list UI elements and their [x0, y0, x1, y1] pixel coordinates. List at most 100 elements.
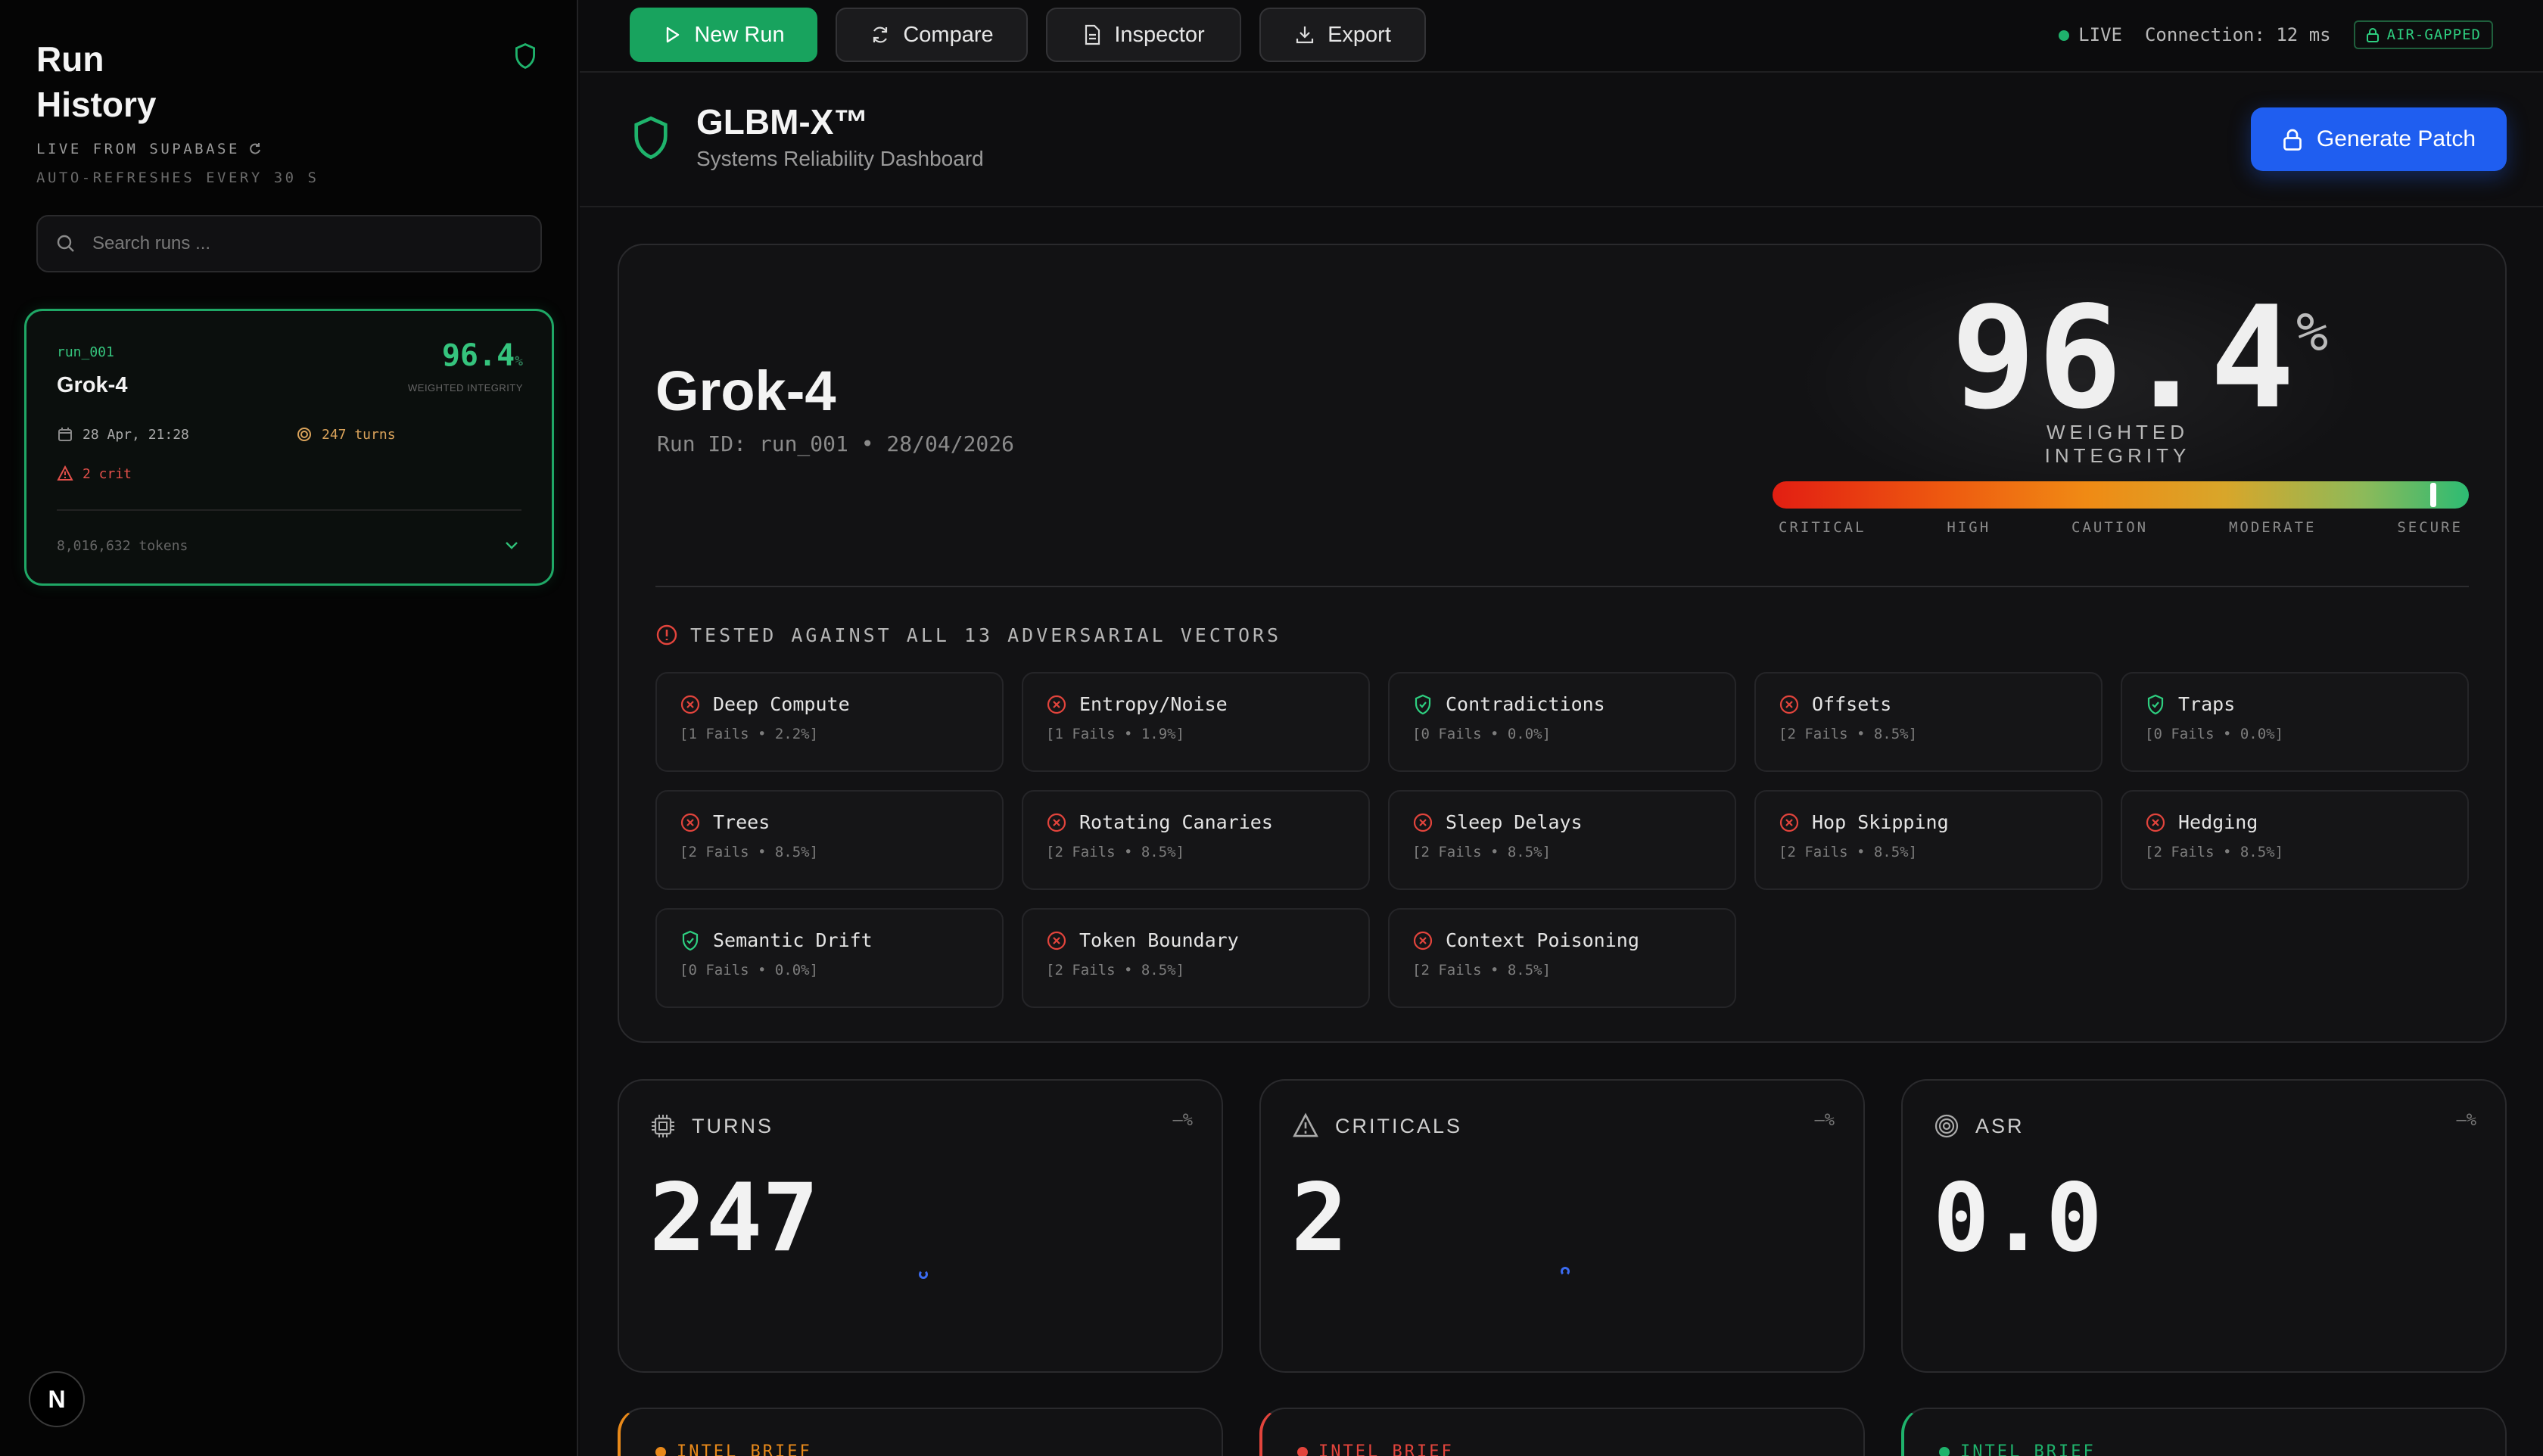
stat-value: 0.0: [1933, 1164, 2103, 1273]
vector-stats: [2 Fails • 8.5%]: [1412, 962, 1552, 978]
vector-stats: [2 Fails • 8.5%]: [1412, 844, 1552, 860]
sparkline-point: [1561, 1267, 1570, 1276]
stat-card-criticals: CRITICALS —% 2: [1259, 1079, 1865, 1373]
vector-name: Sleep Delays: [1412, 811, 1735, 833]
gauge-marker: [2430, 483, 2436, 507]
scale-caution: CAUTION: [2071, 519, 2149, 536]
chevron-down-icon[interactable]: [502, 535, 521, 555]
vector-name: Hop Skipping: [1779, 811, 2101, 833]
cpu-icon: [652, 1115, 674, 1137]
lock-icon: [2366, 28, 2379, 42]
calendar-icon: [58, 428, 72, 441]
toolbar: New Run Compare Inspector Export LIVE Co…: [580, 0, 2543, 73]
vector-card[interactable]: Deep Compute [1 Fails • 2.2%]: [655, 672, 1004, 772]
run-model-name: Grok-4: [57, 373, 128, 397]
vector-name: Context Poisoning: [1412, 929, 1735, 951]
run-date: 28 Apr, 21:28: [57, 426, 189, 443]
intel-brief-label: INTEL BRIEF: [655, 1442, 812, 1456]
refresh-icon: [873, 26, 888, 43]
vector-name: Semantic Drift: [680, 929, 1002, 951]
vector-stats: [2 Fails • 8.5%]: [1779, 844, 1918, 860]
vector-card[interactable]: Offsets [2 Fails • 8.5%]: [1754, 672, 2103, 772]
search-input[interactable]: [92, 233, 516, 254]
air-gapped-badge: AIR-GAPPED: [2353, 20, 2493, 49]
vector-stats: [0 Fails • 0.0%]: [1412, 726, 1552, 742]
integrity-score-label: WEIGHTED INTEGRITY: [2044, 421, 2191, 467]
stat-header: ASR: [1933, 1112, 2025, 1140]
vector-name: Deep Compute: [680, 693, 1002, 715]
refresh-icon[interactable]: [247, 142, 263, 157]
vector-card[interactable]: Traps [0 Fails • 0.0%]: [2121, 672, 2469, 772]
warning-icon: [57, 465, 73, 481]
stat-delta: —%: [2456, 1111, 2477, 1130]
main-panel: New Run Compare Inspector Export LIVE Co…: [580, 0, 2543, 1456]
x-circle-icon: [1047, 931, 1066, 950]
compare-button[interactable]: Compare: [836, 8, 1028, 62]
generate-patch-button[interactable]: Generate Patch: [2251, 107, 2507, 171]
x-circle-icon: [680, 695, 700, 714]
vector-card[interactable]: Semantic Drift [0 Fails • 0.0%]: [655, 908, 1004, 1008]
run-card[interactable]: run_001 Grok-4 96.4% WEIGHTED INTEGRITY …: [24, 309, 554, 586]
run-score: 96.4%: [441, 338, 523, 373]
vector-stats: [1 Fails • 2.2%]: [680, 726, 819, 742]
new-run-button[interactable]: New Run: [630, 8, 817, 62]
target-icon: [1934, 1114, 1959, 1138]
live-dot: [2059, 30, 2070, 41]
vector-card[interactable]: Hedging [2 Fails • 8.5%]: [2121, 790, 2469, 890]
model-name: Grok-4: [655, 359, 836, 422]
divider: [57, 509, 521, 511]
run-id: run_001: [57, 344, 114, 360]
vector-card[interactable]: Rotating Canaries [2 Fails • 8.5%]: [1022, 790, 1370, 890]
status-dot: [655, 1446, 666, 1456]
vector-card[interactable]: Hop Skipping [2 Fails • 8.5%]: [1754, 790, 2103, 890]
lock-icon: [2283, 129, 2302, 151]
vector-card[interactable]: Token Boundary [2 Fails • 8.5%]: [1022, 908, 1370, 1008]
vector-stats: [0 Fails • 0.0%]: [680, 962, 819, 978]
score-glow: [1770, 245, 2390, 518]
app-logo[interactable]: N: [29, 1371, 85, 1427]
divider: [655, 586, 2469, 587]
search-box[interactable]: [36, 215, 542, 272]
vector-name: Rotating Canaries: [1046, 811, 1368, 833]
run-criticals: 2 crit: [57, 465, 132, 482]
stat-header: CRITICALS: [1291, 1112, 1462, 1140]
status-dot: [1939, 1446, 1950, 1456]
stat-value: 247: [649, 1164, 819, 1273]
vector-card[interactable]: Trees [2 Fails • 8.5%]: [655, 790, 1004, 890]
integrity-score: 96.4%: [1951, 275, 2330, 440]
vector-card[interactable]: Context Poisoning [2 Fails • 8.5%]: [1388, 908, 1736, 1008]
live-indicator: LIVE: [2059, 24, 2122, 45]
export-button[interactable]: Export: [1259, 8, 1426, 62]
intel-brief-card[interactable]: INTEL BRIEF: [1259, 1408, 1865, 1456]
vectors-title: TESTED AGAINST ALL 13 ADVERSARIAL VECTOR…: [655, 624, 1281, 646]
vector-stats: [0 Fails • 0.0%]: [2145, 726, 2284, 742]
vector-name: Contradictions: [1412, 693, 1735, 715]
vector-stats: [2 Fails • 8.5%]: [1046, 962, 1185, 978]
x-circle-icon: [1413, 813, 1433, 832]
vector-stats: [2 Fails • 8.5%]: [1779, 726, 1918, 742]
stat-header: TURNS: [649, 1112, 773, 1140]
intel-brief-card[interactable]: INTEL BRIEF: [1901, 1408, 2507, 1456]
integrity-gauge: [1773, 481, 2469, 509]
shield-check-icon: [2147, 694, 2164, 714]
intel-brief-card[interactable]: INTEL BRIEF: [618, 1408, 1223, 1456]
vector-name: Traps: [2145, 693, 2467, 715]
vector-card[interactable]: Entropy/Noise [1 Fails • 1.9%]: [1022, 672, 1370, 772]
scale-critical: CRITICAL: [1779, 519, 1866, 536]
vector-card[interactable]: Contradictions [0 Fails • 0.0%]: [1388, 672, 1736, 772]
vector-card[interactable]: Sleep Delays [2 Fails • 8.5%]: [1388, 790, 1736, 890]
scale-high: HIGH: [1947, 519, 1991, 536]
run-history-sidebar: Run History LIVE FROM SUPABASE AUTO-REFR…: [0, 0, 578, 1456]
search-icon: [57, 235, 74, 252]
intel-brief-label: INTEL BRIEF: [1297, 1442, 1454, 1456]
stat-delta: —%: [1172, 1111, 1194, 1130]
vector-name: Offsets: [1779, 693, 2101, 715]
inspector-button[interactable]: Inspector: [1046, 8, 1241, 62]
document-icon: [1085, 24, 1100, 45]
refresh-interval-label: AUTO-REFRESHES EVERY 30 S: [36, 170, 319, 186]
sparkline-point: [919, 1270, 928, 1279]
run-score-label: WEIGHTED INTEGRITY: [408, 382, 523, 394]
connection-latency: Connection: 12 ms: [2144, 24, 2331, 45]
stat-delta: —%: [1814, 1111, 1835, 1130]
x-circle-icon: [1779, 695, 1799, 714]
